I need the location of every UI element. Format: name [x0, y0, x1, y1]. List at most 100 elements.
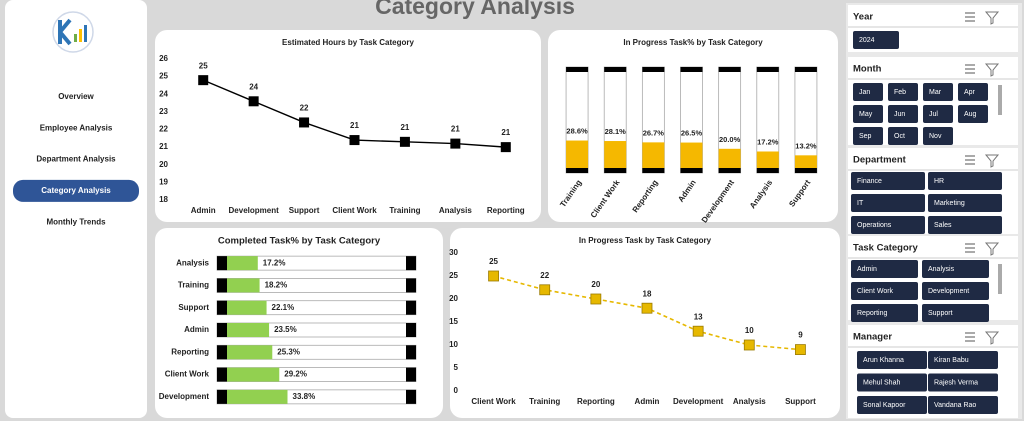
value-label: 13.2%	[795, 141, 817, 150]
multi-select-icon[interactable]	[965, 243, 975, 253]
cap	[794, 168, 817, 173]
cap	[217, 256, 227, 271]
bar	[756, 151, 779, 168]
button-label: Sep	[859, 133, 872, 140]
button-bg	[851, 194, 925, 212]
multi-select-icon[interactable]	[965, 12, 975, 22]
value-label: 22	[540, 271, 549, 280]
slicer-button[interactable]: Arun Khanna	[857, 351, 927, 369]
button-bg	[851, 304, 918, 322]
filter-icon[interactable]	[984, 63, 1000, 77]
slicer-button[interactable]: Development	[922, 282, 989, 300]
slicer-button[interactable]: Marketing	[928, 194, 1002, 212]
y-tick-label: Analysis	[176, 258, 209, 267]
x-tick-label: Analysis	[733, 397, 766, 406]
button-label: Client Work	[857, 288, 894, 295]
filter-icon[interactable]	[984, 154, 1000, 168]
y-tick-label: 20	[159, 160, 168, 169]
marker	[248, 96, 259, 107]
bar	[227, 278, 260, 293]
slicer-button[interactable]: Jun	[888, 105, 918, 123]
value-label: 22.1%	[272, 303, 295, 312]
slicer-button[interactable]: Jan	[853, 83, 883, 101]
multi-select-icon[interactable]	[965, 332, 975, 342]
slicer-button[interactable]: Sep	[853, 127, 883, 145]
y-tick-label: 0	[454, 386, 459, 395]
button-bg	[888, 127, 918, 145]
slicer-button[interactable]: Analysis	[922, 260, 989, 278]
button-label: Vandana Rao	[934, 402, 976, 409]
y-tick-label: 21	[159, 142, 168, 151]
value-label: 28.6%	[566, 127, 588, 136]
slicer-button[interactable]: May	[853, 105, 883, 123]
slicer-button[interactable]: Admin	[851, 260, 918, 278]
multi-select-icon[interactable]	[965, 155, 975, 165]
nav-item[interactable]: Overview	[58, 92, 94, 101]
nav-item[interactable]: Department Analysis	[36, 155, 116, 164]
slicer-button[interactable]: Support	[922, 304, 989, 322]
slicer-button[interactable]: Reporting	[851, 304, 918, 322]
slicer-button[interactable]: Jul	[923, 105, 953, 123]
button-bg	[922, 260, 989, 278]
nav-item[interactable]: Monthly Trends	[46, 217, 106, 226]
slicer-button[interactable]: Apr	[958, 83, 988, 101]
button-label: Sales	[934, 222, 952, 229]
button-bg	[853, 31, 899, 49]
y-tick-label: 5	[454, 363, 459, 372]
cap	[680, 67, 703, 72]
value-label: 17.2%	[757, 137, 779, 146]
slicer-button[interactable]: Nov	[923, 127, 953, 145]
slicer-button[interactable]: Client Work	[851, 282, 918, 300]
bar	[680, 142, 703, 168]
value-label: 21	[350, 121, 359, 130]
button-label: Marketing	[934, 200, 965, 207]
slicer-button[interactable]: Kiran Babu	[928, 351, 998, 369]
button-label: Development	[928, 288, 969, 295]
slicer-button[interactable]: Feb	[888, 83, 918, 101]
nav-item[interactable]: Employee Analysis	[40, 123, 113, 132]
slicer-button[interactable]: Vandana Rao	[928, 396, 998, 414]
button-bg	[922, 282, 989, 300]
nav-item[interactable]: Category Analysis	[41, 186, 111, 195]
x-tick-label: Admin	[635, 397, 660, 406]
y-tick-label: 20	[449, 294, 458, 303]
cap	[406, 345, 416, 360]
page-title: Category Analysis	[375, 0, 575, 19]
scrollbar	[998, 264, 1002, 294]
slicer-button[interactable]: Finance	[851, 172, 925, 190]
button-label: HR	[934, 178, 944, 185]
y-tick-label: 25	[159, 72, 168, 81]
cap	[718, 67, 741, 72]
y-tick-label: 25	[449, 271, 458, 280]
slicer-button[interactable]: Operations	[851, 216, 925, 234]
button-bg	[923, 105, 953, 123]
slicer-button[interactable]: IT	[851, 194, 925, 212]
cap	[406, 367, 416, 382]
cap	[604, 67, 627, 72]
sidebar	[5, 0, 147, 418]
slicer-button[interactable]: Oct	[888, 127, 918, 145]
button-label: Apr	[964, 89, 976, 96]
filter-icon[interactable]	[984, 331, 1000, 345]
filter-icon[interactable]	[984, 242, 1000, 256]
slicer-button[interactable]: Sales	[928, 216, 1002, 234]
bar	[227, 300, 267, 315]
slicer-button[interactable]: Rajesh Verma	[928, 373, 998, 392]
chart-title: Completed Task% by Task Category	[218, 236, 381, 247]
button-label: Jan	[859, 89, 870, 96]
slicer-button[interactable]: Mehul Shah	[857, 373, 927, 392]
slicer-button[interactable]: Mar	[923, 83, 953, 101]
y-tick-label: Support	[178, 303, 209, 312]
marker	[399, 136, 410, 147]
slicer-button[interactable]: Aug	[958, 105, 988, 123]
value-label: 25.3%	[277, 347, 300, 356]
bar	[604, 141, 627, 168]
button-bg	[857, 396, 927, 414]
button-bg	[851, 260, 918, 278]
multi-select-icon[interactable]	[965, 64, 975, 74]
slicer-button[interactable]: 2024	[853, 31, 899, 49]
filter-icon[interactable]	[984, 11, 1000, 25]
slicer-button[interactable]: Sonal Kapoor	[857, 396, 927, 414]
slicer-button[interactable]: HR	[928, 172, 1002, 190]
button-label: Analysis	[928, 266, 955, 273]
